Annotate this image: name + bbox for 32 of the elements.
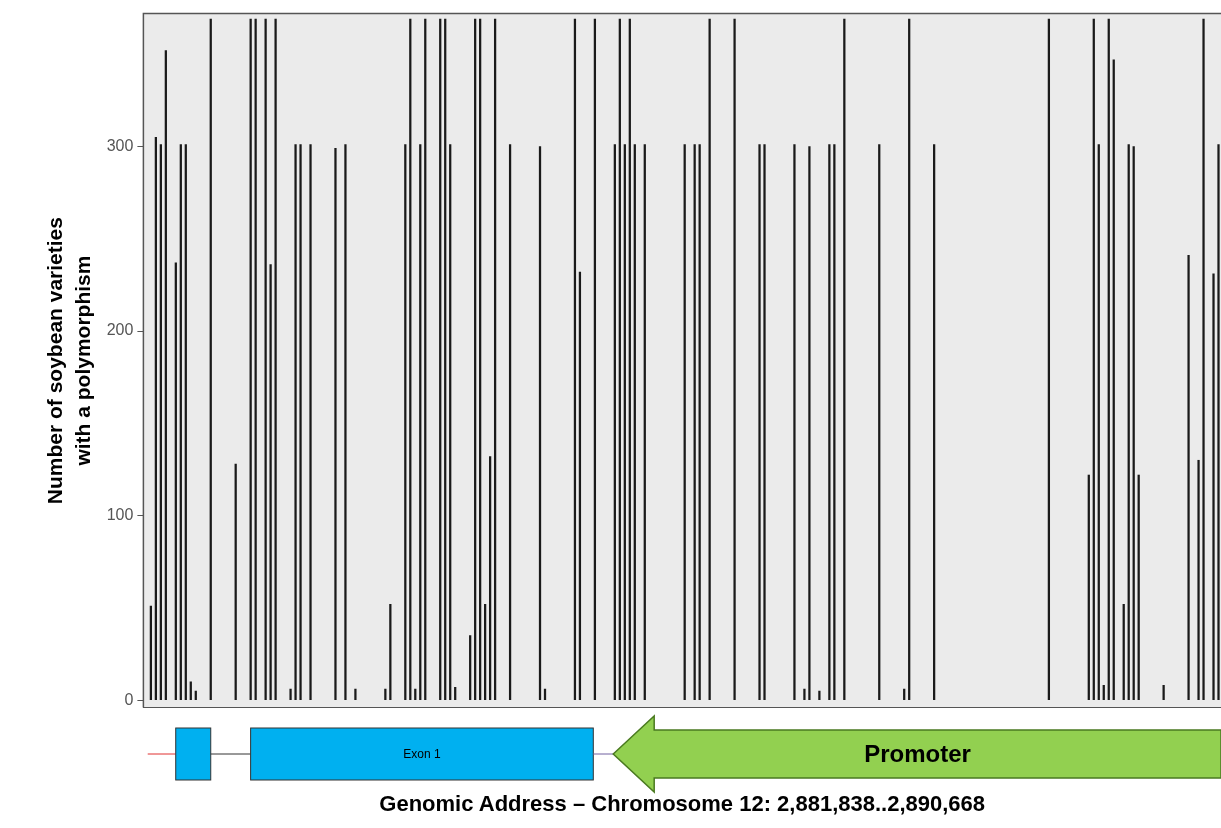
bar bbox=[1202, 18, 1205, 701]
y-tick-label: 100 bbox=[106, 506, 134, 524]
y-tick-label: 300 bbox=[106, 136, 134, 154]
bar bbox=[299, 144, 302, 701]
bar bbox=[733, 18, 736, 701]
bar bbox=[1162, 685, 1165, 701]
bar bbox=[808, 146, 811, 701]
bar bbox=[289, 688, 292, 701]
bar bbox=[264, 18, 267, 701]
bar bbox=[1187, 255, 1190, 701]
y-tick-label: 200 bbox=[106, 321, 134, 339]
bar bbox=[763, 144, 766, 701]
bar bbox=[818, 690, 821, 701]
bar bbox=[309, 144, 312, 701]
bar bbox=[344, 144, 347, 701]
bar bbox=[1197, 459, 1200, 701]
bar bbox=[828, 144, 831, 701]
bar bbox=[269, 264, 272, 701]
bar bbox=[1217, 144, 1220, 701]
bar bbox=[1212, 273, 1215, 701]
bar bbox=[803, 688, 806, 701]
bar bbox=[758, 144, 761, 701]
y-tick-label: 0 bbox=[124, 690, 134, 708]
text: Promoter bbox=[863, 738, 972, 769]
bar bbox=[274, 18, 277, 701]
y-axis-title: Number of soybean varieties with a polymorphism bbox=[42, 217, 95, 505]
bar bbox=[793, 144, 796, 701]
bar bbox=[334, 148, 337, 701]
x-axis-title: Genomic Address – Chromosome 12: 2,881,838..2,890,668 bbox=[379, 790, 986, 816]
bar bbox=[294, 144, 297, 701]
bar bbox=[189, 681, 192, 701]
bar bbox=[354, 688, 357, 701]
